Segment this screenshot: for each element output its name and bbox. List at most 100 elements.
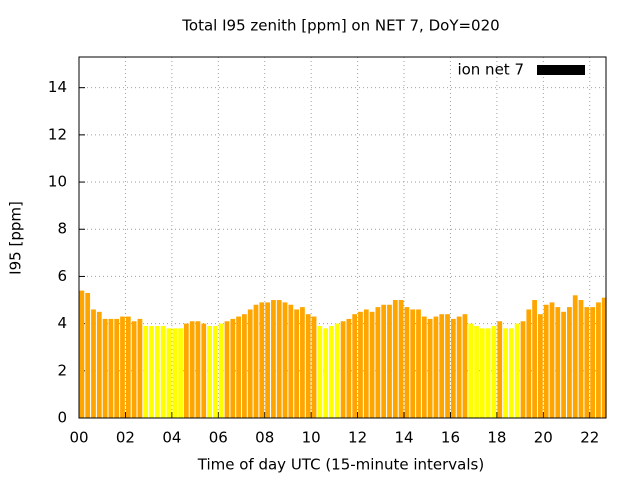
x-tick-label: 04	[162, 429, 181, 447]
bar	[143, 325, 149, 418]
bar	[334, 323, 340, 418]
bar	[218, 323, 224, 418]
bar	[102, 318, 108, 418]
x-tick-label: 18	[487, 429, 506, 447]
y-tick-label: 2	[57, 361, 67, 379]
bar	[114, 318, 120, 418]
bar	[207, 325, 212, 418]
bar	[561, 311, 566, 418]
bar	[387, 304, 392, 418]
y-tick-label: 6	[57, 267, 67, 285]
bar	[578, 300, 584, 418]
bar	[224, 321, 230, 418]
bar	[567, 307, 572, 418]
legend-label: ion net 7	[457, 61, 524, 79]
bar	[311, 316, 317, 418]
bar	[329, 325, 334, 418]
x-tick-label: 16	[441, 429, 460, 447]
bar	[131, 321, 137, 418]
x-tick-label: 10	[302, 429, 321, 447]
y-tick-label: 0	[57, 409, 67, 427]
bar	[79, 290, 85, 418]
bar	[317, 325, 323, 418]
y-tick-label: 14	[48, 78, 67, 96]
bar	[358, 311, 363, 418]
y-tick-label: 8	[57, 220, 67, 238]
bar	[137, 318, 143, 418]
x-tick-label: 00	[69, 429, 88, 447]
x-tick-label: 20	[534, 429, 553, 447]
bar	[450, 318, 456, 418]
bar	[392, 300, 398, 418]
bar	[288, 304, 294, 418]
bar	[230, 318, 236, 418]
bar	[253, 304, 259, 418]
bar	[369, 311, 375, 418]
bar	[508, 328, 514, 418]
bar	[410, 309, 416, 418]
bar	[398, 300, 404, 418]
bar	[201, 323, 207, 418]
y-tick-label: 10	[48, 173, 67, 191]
chart-title: Total I95 zenith [ppm] on NET 7, DoY=020	[181, 17, 499, 35]
bar	[532, 300, 537, 418]
bar	[300, 307, 305, 418]
bar	[346, 318, 352, 418]
bar	[323, 328, 329, 418]
bar	[154, 325, 160, 418]
bar	[485, 328, 491, 418]
bar	[363, 309, 369, 418]
plot-frame	[78, 56, 607, 419]
bar	[543, 304, 549, 418]
bar	[497, 321, 503, 418]
bar	[549, 302, 555, 418]
bar	[538, 314, 543, 418]
bar	[236, 316, 241, 418]
bar	[259, 302, 265, 418]
bar	[172, 328, 178, 418]
bar	[381, 304, 387, 418]
bar	[462, 314, 468, 418]
bar	[96, 311, 102, 418]
bar	[555, 307, 561, 418]
bar	[271, 300, 276, 418]
bar	[265, 302, 270, 418]
legend-swatch	[537, 65, 585, 75]
x-tick-label: 14	[394, 429, 413, 447]
y-tick-label: 4	[57, 314, 67, 332]
bar	[491, 325, 497, 418]
bar	[108, 318, 114, 418]
bar	[601, 297, 607, 418]
bar	[421, 316, 427, 418]
bar	[120, 316, 125, 418]
bar	[584, 307, 590, 418]
bar	[572, 295, 578, 418]
x-tick-label: 08	[255, 429, 274, 447]
bar	[474, 325, 479, 418]
bar	[590, 307, 596, 418]
bar	[456, 316, 462, 418]
bar	[433, 316, 439, 418]
bar	[503, 328, 508, 418]
bar	[276, 300, 282, 418]
x-axis-label: Time of day UTC (15-minute intervals)	[197, 456, 484, 474]
bar	[520, 321, 526, 418]
bar	[178, 328, 183, 418]
bar	[445, 314, 450, 418]
bar	[242, 314, 247, 418]
bar	[195, 321, 201, 418]
bar	[375, 307, 381, 418]
bar	[282, 302, 288, 418]
bar	[166, 328, 172, 418]
bar	[479, 328, 485, 418]
bar	[125, 316, 131, 418]
bar	[526, 309, 532, 418]
y-tick-label: 12	[48, 125, 67, 143]
bar	[596, 302, 601, 418]
bar	[352, 314, 358, 418]
x-tick-label: 02	[116, 429, 135, 447]
x-tick-label: 22	[580, 429, 599, 447]
bar	[91, 309, 96, 418]
x-tick-label: 12	[348, 429, 367, 447]
